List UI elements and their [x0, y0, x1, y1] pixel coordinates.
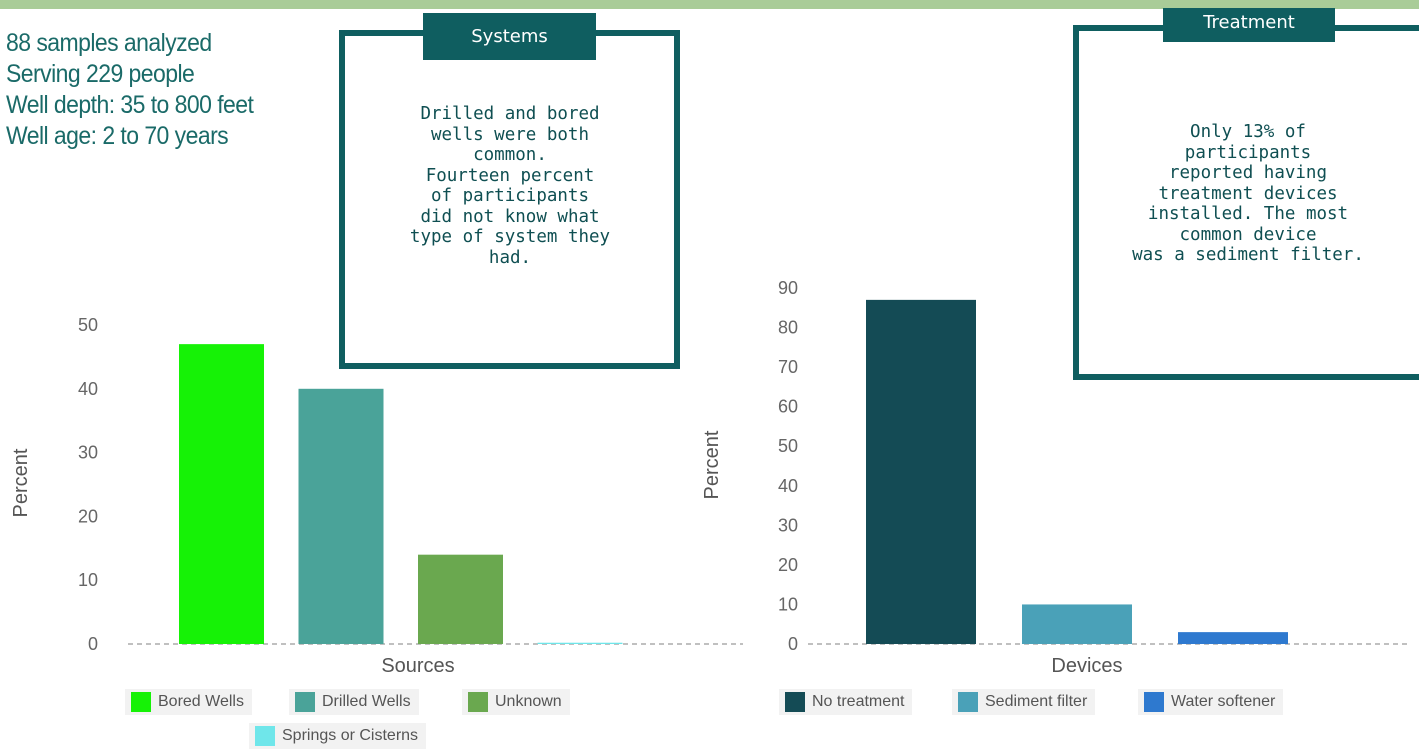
devices-ytick-label: 90: [778, 278, 798, 298]
devices-ytick-label: 60: [778, 397, 798, 417]
sources-legend-item-drilled-wells[interactable]: Drilled Wells: [289, 689, 419, 715]
devices-ytick-label: 20: [778, 555, 798, 575]
devices-ytick-label: 50: [778, 436, 798, 456]
legend-swatch: [255, 726, 275, 746]
summary-depth: Well depth: 35 to 800 feet: [6, 91, 254, 119]
legend-label: No treatment: [812, 693, 905, 710]
devices-bar-sediment-filter: [1022, 604, 1132, 644]
legend-swatch: [1144, 692, 1164, 712]
treatment-callout-title: Treatment: [1163, 8, 1335, 42]
legend-swatch: [131, 692, 151, 712]
sources-legend-item-springs-or-cisterns[interactable]: Springs or Cisterns: [249, 723, 427, 749]
legend-swatch: [295, 692, 315, 712]
top-accent-bar: [0, 0, 1419, 9]
sources-yaxis-label: Percent: [10, 448, 32, 517]
systems-callout-title: Systems: [423, 13, 596, 60]
systems-callout-text: Drilled and bored wells were both common…: [409, 104, 611, 268]
sources-ytick-label: 20: [78, 506, 98, 526]
systems-callout: [339, 30, 680, 369]
legend-label: Bored Wells: [158, 693, 244, 710]
summary-samples: 88 samples analyzed: [6, 29, 212, 57]
sources-ytick-label: 50: [78, 315, 98, 335]
devices-ytick-label: 80: [778, 318, 798, 338]
summary-people: Serving 229 people: [6, 60, 195, 88]
devices-yaxis-label: Percent: [701, 430, 723, 499]
sources-legend-item-bored-wells[interactable]: Bored Wells: [125, 689, 252, 715]
sources-xaxis-label: Sources: [381, 655, 454, 677]
summary-stats: 88 samples analyzed Serving 229 people W…: [6, 28, 254, 152]
sources-ytick-label: 30: [78, 443, 98, 463]
devices-ytick-label: 0: [788, 634, 798, 654]
sources-ytick-label: 10: [78, 570, 98, 590]
devices-ytick-label: 70: [778, 357, 798, 377]
sources-bar-bored-wells: [179, 344, 264, 644]
devices-ytick-label: 40: [778, 476, 798, 496]
devices-bar-no-treatment: [866, 299, 976, 644]
legend-swatch: [785, 692, 805, 712]
legend-label: Springs or Cisterns: [282, 727, 419, 744]
legend-swatch: [468, 692, 488, 712]
legend-label: Unknown: [495, 693, 562, 710]
sources-legend-item-unknown[interactable]: Unknown: [462, 689, 570, 715]
devices-bar-water-softener: [1178, 632, 1288, 644]
sources-ytick-label: 40: [78, 379, 98, 399]
devices-legend-item-sediment-filter[interactable]: Sediment filter: [952, 689, 1096, 715]
devices-xaxis-label: Devices: [1051, 655, 1122, 677]
legend-swatch: [958, 692, 978, 712]
sources-bar-drilled-wells: [298, 388, 384, 644]
devices-legend-item-water-softener[interactable]: Water softener: [1138, 689, 1284, 715]
legend-label: Drilled Wells: [322, 693, 411, 710]
devices-legend-item-no-treatment[interactable]: No treatment: [779, 689, 913, 715]
summary-age: Well age: 2 to 70 years: [6, 122, 229, 150]
treatment-callout-text: Only 13% of participants reported having…: [1132, 122, 1364, 265]
legend-label: Sediment filter: [985, 693, 1088, 710]
devices-ytick-label: 10: [778, 594, 798, 614]
devices-ytick-label: 30: [778, 515, 798, 535]
sources-ytick-label: 0: [88, 634, 98, 654]
legend-label: Water softener: [1171, 693, 1276, 710]
sources-bar-springs-or-cisterns: [537, 642, 623, 644]
sources-bar-unknown: [418, 554, 503, 644]
